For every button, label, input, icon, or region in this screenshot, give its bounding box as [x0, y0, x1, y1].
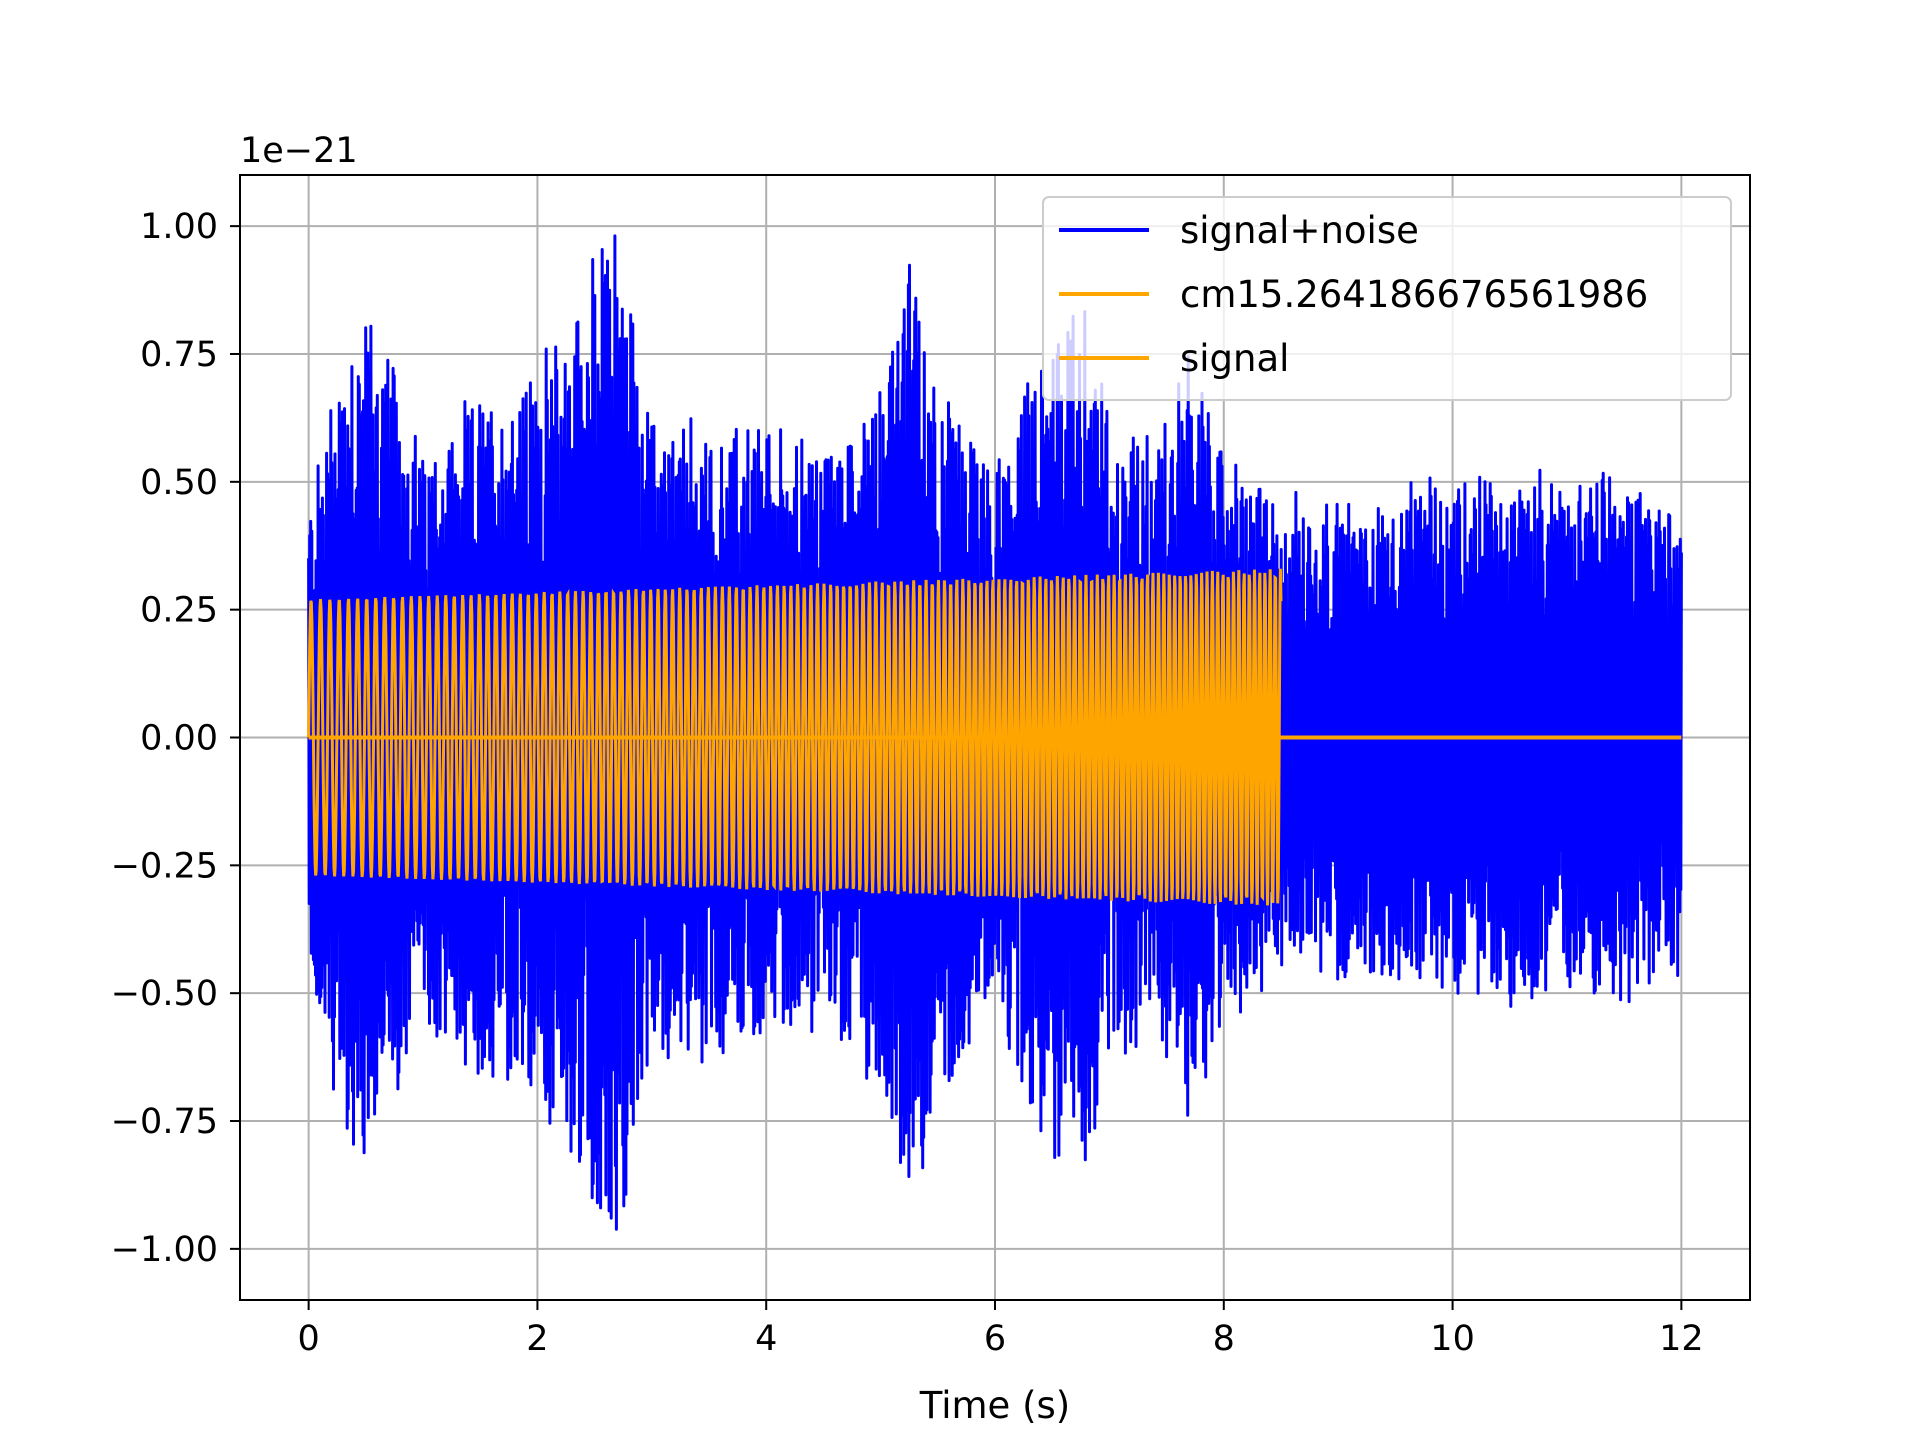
y-tick-label: 0.75 [140, 335, 218, 375]
y-tick-label: −0.25 [111, 846, 218, 886]
x-axis: 0 2 4 6 8 10 12 [297, 1300, 1704, 1359]
legend-box [1042, 196, 1732, 401]
y-tick-label: −1.00 [111, 1230, 218, 1270]
legend-label-signal-noise: signal+noise [1180, 209, 1419, 252]
legend: signal+noise cm15.264186676561986 signal [1042, 196, 1732, 401]
x-tick-label: 0 [297, 1319, 319, 1359]
y-tick-label: −0.50 [111, 974, 218, 1014]
y-tick-label: 0.50 [140, 463, 218, 503]
x-tick-label: 4 [755, 1319, 777, 1359]
series-layer [307, 234, 1683, 1231]
series-cm-line [307, 568, 1283, 906]
y-offset-text: 1e−21 [240, 131, 358, 171]
legend-label-cm: cm15.264186676561986 [1180, 273, 1648, 316]
plot-area [307, 234, 1683, 1231]
x-tick-label: 6 [984, 1319, 1006, 1359]
y-tick-label: 1.00 [140, 207, 218, 247]
y-tick-label: 0.25 [140, 591, 218, 631]
y-axis: 1.00 0.75 0.50 0.25 0.00 −0.25 −0.50 −0.75 −1.00 [111, 207, 240, 1270]
x-tick-label: 10 [1430, 1319, 1475, 1359]
x-tick-label: 8 [1213, 1319, 1235, 1359]
y-tick-label: −0.75 [111, 1102, 218, 1142]
x-axis-label: Time (s) [919, 1384, 1070, 1427]
x-tick-label: 2 [526, 1319, 548, 1359]
y-tick-label: 0.00 [140, 719, 218, 759]
x-tick-label: 12 [1659, 1319, 1704, 1359]
legend-label-signal: signal [1180, 337, 1289, 380]
